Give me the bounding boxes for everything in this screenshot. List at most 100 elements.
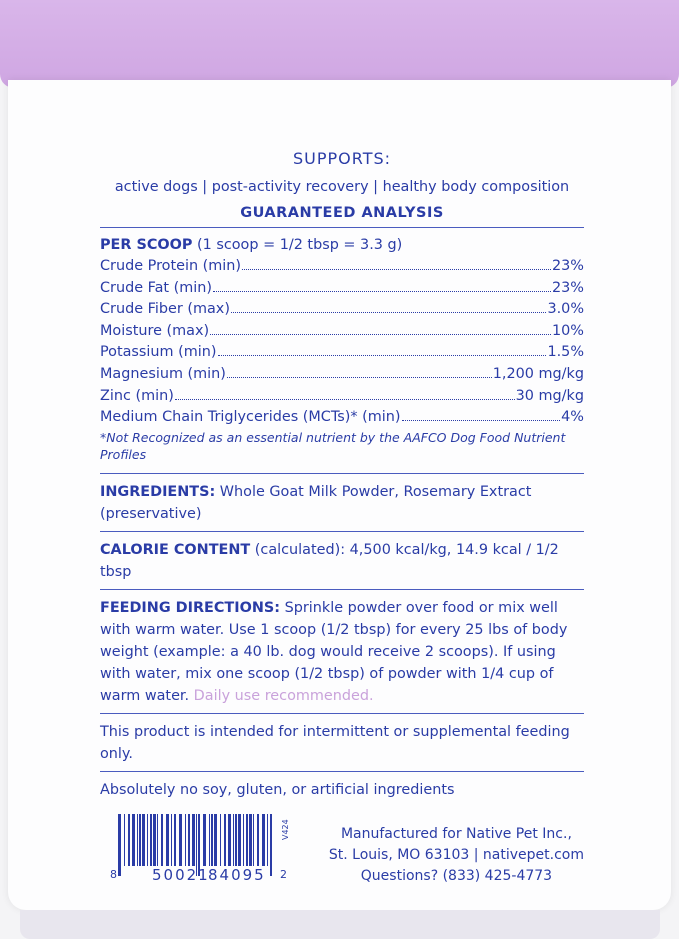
ingredients-label: INGREDIENTS: [100,483,216,500]
nutrient-name: Potassium (min) [100,344,217,361]
address-line: St. Louis, MO 63103 | nativepet.com [328,847,584,863]
nutrient-name: Moisture (max) [100,322,210,339]
barcode-bar [249,814,252,866]
barcode-bar [139,814,141,866]
nutrient-value: 23% [552,279,584,296]
barcode-bar [153,814,156,866]
barcode-bar [228,814,231,866]
barcode-bar [238,814,241,866]
barcode-bar [198,814,200,876]
guaranteed-analysis-title: GUARANTEED ANALYSIS [240,205,444,221]
barcode-bar [243,814,244,866]
barcode-bar [253,814,254,866]
analysis-row: Moisture (max) 10% [100,321,584,343]
supports-text: active dogs | post-activity recovery | h… [114,179,570,195]
barcode-bar [270,814,272,876]
divider [100,472,584,474]
nutrient-name: Medium Chain Triglycerides (MCTs)* (min) [100,409,401,426]
feeding-label: FEEDING DIRECTIONS: [100,599,280,616]
phone-line: Questions? (833) 425-4773 [360,868,553,884]
barcode-bar [166,814,169,866]
analysis-row: Medium Chain Triglycerides (MCTs)* (min)… [100,407,584,429]
feeding-directions: FEEDING DIRECTIONS: Sprinkle powder over… [100,597,584,707]
nutrient-value: 1,200 mg/kg [492,365,584,382]
barcode-bar [157,814,158,866]
nutrient-name: Crude Protein (min) [100,258,242,274]
nutrient-value: 4% [561,409,584,426]
barcode-bar [214,814,217,866]
barcode-bar [132,814,135,866]
calorie-text: (calculated): 4,500 kcal/kg, 14.9 kcal /… [100,541,559,580]
barcode-bar [147,814,148,866]
daily-use-note: Daily use recommended. [193,687,374,704]
dot-leader [217,355,547,357]
nutrient-name: Crude Fat (min) [100,279,213,296]
per-scoop-detail: (1 scoop = 1/2 tbsp = 3.3 g) [192,237,403,253]
nutrient-value: 1.5% [547,344,584,361]
barcode-bar [211,814,213,866]
barcode-lead: 8 [110,868,117,881]
barcode-bar [262,814,265,866]
dot-leader [213,290,551,292]
barcode-bar [174,814,176,866]
nutrient-value: 3.0% [547,301,584,318]
analysis-table: Crude Protein (min) 23% Crude Fat (min) 23%… [100,256,584,429]
barcode: 8 50021 84095 2 V424 [110,814,290,882]
barcode-bar [224,814,226,866]
barcode-bar [196,814,197,876]
nutrient-name: Magnesium (min) [100,365,226,382]
analysis-row: Crude Protein (min) 23% [100,256,584,278]
barcode-bar [220,814,221,866]
barcode-left: 50021 [152,866,210,882]
supports-title: SUPPORTS: [292,149,392,168]
manufacturer-info: Manufactured for Native Pet Inc., St. Lo… [329,824,584,887]
barcode-bar [188,814,190,866]
barcode-bar [257,814,259,866]
nutrient-name: Zinc (min) [100,387,174,404]
dot-leader [174,398,515,400]
barcode-bar [150,814,152,866]
version-code: V424 [281,819,290,840]
barcode-bar [209,814,210,866]
product-label: SUPPORTS: active dogs | post-activity re… [100,148,584,807]
analysis-row: Potassium (min) 1.5% [100,342,584,364]
dot-leader [401,420,561,422]
barcode-bar [203,814,206,866]
divider [100,588,584,590]
calorie-content: CALORIE CONTENT (calculated): 4,500 kcal… [100,539,584,583]
container-lid [0,0,679,88]
analysis-row: Zinc (min) 30 mg/kg [100,386,584,408]
divider [100,770,584,772]
per-scoop: PER SCOOP (1 scoop = 1/2 tbsp = 3.3 g) [100,234,584,256]
barcode-bar [235,814,237,866]
manufacturer-line: Manufactured for Native Pet Inc., [340,826,572,842]
analysis-row: Crude Fat (min) 23% [100,278,584,300]
barcode-check: 2 [280,868,287,881]
barcode-bar [246,814,248,866]
barcode-bar [171,814,172,866]
barcode-bar [179,814,182,866]
label-footer: 8 50021 84095 2 V424 Manufactured for Na… [100,812,584,884]
ingredients: INGREDIENTS: Whole Goat Milk Powder, Ros… [100,481,584,525]
barcode-bar [267,814,268,866]
barcode-bar [185,814,186,866]
nutrient-value: 30 mg/kg [515,387,584,404]
analysis-row: Magnesium (min) 1,200 mg/kg [100,364,584,386]
dot-leader [242,269,551,270]
divider [100,530,584,532]
nutrient-value: 23% [552,258,584,274]
claims: Absolutely no soy, gluten, or artificial… [100,781,455,798]
barcode-bar [142,814,145,866]
nutrient-value: 10% [552,322,584,339]
barcode-bar [192,814,195,866]
feeding-text: Sprinkle powder over food or mix well wi… [100,599,568,704]
footnote: *Not Recognized as an essential nutrient… [100,429,566,462]
barcode-bar [137,814,138,866]
analysis-row: Crude Fiber (max) 3.0% [100,299,584,321]
barcode-bar [118,814,121,876]
per-scoop-label: PER SCOOP [100,237,193,253]
ingredients-text: Whole Goat Milk Powder, Rosemary Extract… [100,483,532,522]
nutrient-name: Crude Fiber (max) [100,301,230,318]
divider [100,712,584,714]
barcode-bar [161,814,163,866]
